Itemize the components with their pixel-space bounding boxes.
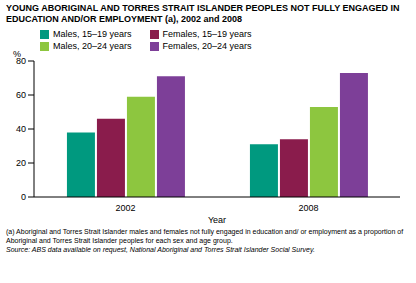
svg-text:Year: Year	[208, 215, 226, 225]
svg-text:60: 60	[16, 90, 26, 100]
html-text:Males, 15–19 years: Males, 15–19 years	[53, 29, 132, 39]
svg-text:40: 40	[16, 124, 26, 134]
svg-text:20: 20	[16, 158, 26, 168]
svg-text:80: 80	[16, 56, 26, 67]
svg-text:2002: 2002	[115, 203, 135, 213]
html-text:(a) Aboriginal and Torres Stra: (a) Aboriginal and Torres Strait Islande…	[6, 228, 404, 244]
html-text:YOUNG ABORIGINAL AND TORRES ST: YOUNG ABORIGINAL AND TORRES STRAIT ISLAN…	[6, 3, 400, 24]
svg-text:%: %	[13, 49, 21, 59]
svg-text:0: 0	[21, 192, 26, 202]
html-text:Females, 20–24 years: Females, 20–24 years	[162, 41, 252, 51]
html-text:Males, 20–24 years: Males, 20–24 years	[53, 41, 132, 51]
svg-text:2008: 2008	[298, 203, 318, 213]
html-text:Source: ABS data available on: Source: ABS data available on request, N…	[6, 246, 315, 253]
html-text:Females, 15–19 years: Females, 15–19 years	[162, 29, 252, 39]
